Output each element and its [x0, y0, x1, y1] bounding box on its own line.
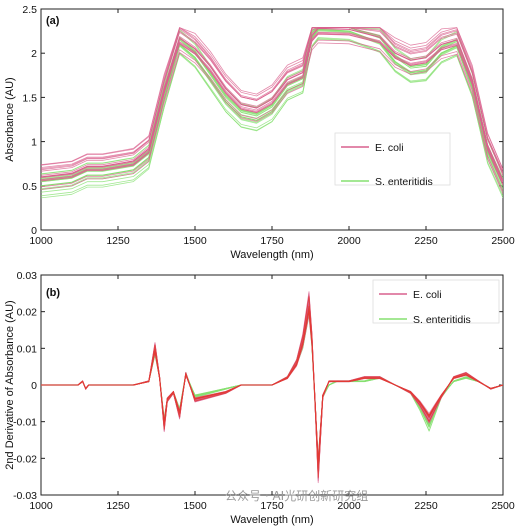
series-lines [41, 291, 503, 484]
x-tick-label: 2500 [491, 500, 515, 512]
x-tick-label: 1000 [29, 500, 53, 512]
series-replicate-line [41, 312, 503, 462]
series-0-group [41, 27, 503, 194]
panel-label: (b) [46, 287, 60, 299]
x-tick-label: 1750 [260, 235, 284, 247]
series-replicate-line [41, 27, 503, 180]
panel-a: 1000 1250 1500 1750 2000 2250 2500 0 0.5 1 1.5 2 2.5… [4, 4, 515, 261]
legend-label: S. enteritidis [413, 314, 471, 326]
legend-label: E. coli [375, 142, 404, 154]
series-replicate-line [41, 306, 503, 467]
panel-label: (a) [46, 15, 60, 27]
x-tick-label: 1500 [183, 235, 207, 247]
legend-box [334, 132, 451, 186]
y-axis-label: Absorbance (AU) [4, 77, 16, 161]
y-tick-label: -0.01 [13, 417, 37, 429]
series-replicate-line [41, 311, 503, 463]
series-replicate-line [41, 315, 503, 459]
series-replicate-line [41, 311, 503, 463]
legend-label: E. coli [413, 289, 442, 301]
series-replicate-line [41, 33, 503, 186]
y-tick-label: 0.02 [17, 307, 38, 319]
series-replicate-line [41, 27, 503, 176]
series-highlight-line [41, 305, 503, 468]
y-tick-label: -0.03 [13, 490, 37, 502]
y-tick-label: 0 [31, 225, 37, 237]
series-replicate-line [41, 32, 503, 185]
series-replicate-line [41, 27, 503, 170]
series-replicate-line [41, 38, 503, 197]
x-tick-label: 2500 [491, 235, 515, 247]
series-replicate-line [41, 304, 503, 470]
series-replicate-line [41, 310, 503, 464]
series-replicate-line [41, 301, 503, 473]
legend: E. coli S. enteritidis [372, 279, 500, 326]
legend-label: S. enteritidis [375, 176, 433, 188]
series-replicate-line [41, 31, 503, 183]
x-axis-label: Wavelength (nm) [230, 514, 313, 526]
x-tick-label: 1000 [29, 235, 53, 247]
x-tick-label: 1750 [260, 500, 284, 512]
series-replicate-line [41, 42, 503, 194]
series-lines [41, 27, 503, 199]
y-tick-label: -0.02 [13, 453, 37, 465]
x-tick-label: 2250 [414, 500, 438, 512]
y-tick-label: 0.5 [22, 181, 37, 193]
series-replicate-line [41, 27, 503, 170]
series-highlight-line [41, 311, 503, 463]
series-replicate-line [41, 308, 503, 466]
series-replicate-line [41, 315, 503, 458]
series-replicate-line [41, 309, 503, 464]
series-0-line [41, 303, 503, 470]
y-tick-label: 1.5 [22, 92, 37, 104]
series-replicate-line [41, 306, 503, 467]
series-highlight-line [41, 296, 503, 478]
x-tick-label: 2000 [337, 500, 361, 512]
series-replicate-line [41, 307, 503, 467]
x-tick-label: 1500 [183, 500, 207, 512]
series-1-line [41, 307, 503, 467]
y-tick-label: 1 [31, 137, 37, 149]
y-tick-label: 0.03 [17, 270, 38, 282]
series-replicate-line [41, 308, 503, 465]
x-tick-label: 2000 [337, 235, 361, 247]
x-axis-label: Wavelength (nm) [230, 249, 313, 261]
series-replicate-line [41, 308, 503, 465]
series-replicate-line [41, 39, 503, 192]
series-replicate-line [41, 307, 503, 467]
watermark-text: 公众号 · AI光研创新研究组 [225, 488, 368, 503]
x-tick-label: 1250 [106, 500, 130, 512]
series-replicate-line [41, 313, 503, 460]
series-replicate-line [41, 303, 503, 470]
series-replicate-line [41, 27, 503, 175]
series-0-line [41, 27, 503, 182]
panel-b: 1000 1250 1500 1750 2000 2250 2500 -0.03 -0.02 -0… [4, 270, 515, 526]
x-tick-label: 2250 [414, 235, 438, 247]
series-replicate-line [41, 303, 503, 470]
series-highlight-line [41, 309, 503, 464]
series-highlight-line [41, 308, 503, 465]
legend-box [372, 279, 500, 324]
series-highlight-line [41, 311, 503, 463]
y-axis-label: 2nd Derivative of Absorbance (AU) [4, 300, 16, 469]
x-tick-label: 1250 [106, 235, 130, 247]
y-tick-label: 2 [31, 48, 37, 60]
legend: E. coli S. enteritidis [334, 132, 451, 188]
series-replicate-line [41, 27, 503, 172]
series-replicate-line [41, 303, 503, 470]
y-tick-label: 2.5 [22, 4, 37, 16]
y-tick-label: 0 [31, 380, 37, 392]
series-replicate-line [41, 38, 503, 193]
y-tick-label: 0.01 [17, 343, 38, 355]
